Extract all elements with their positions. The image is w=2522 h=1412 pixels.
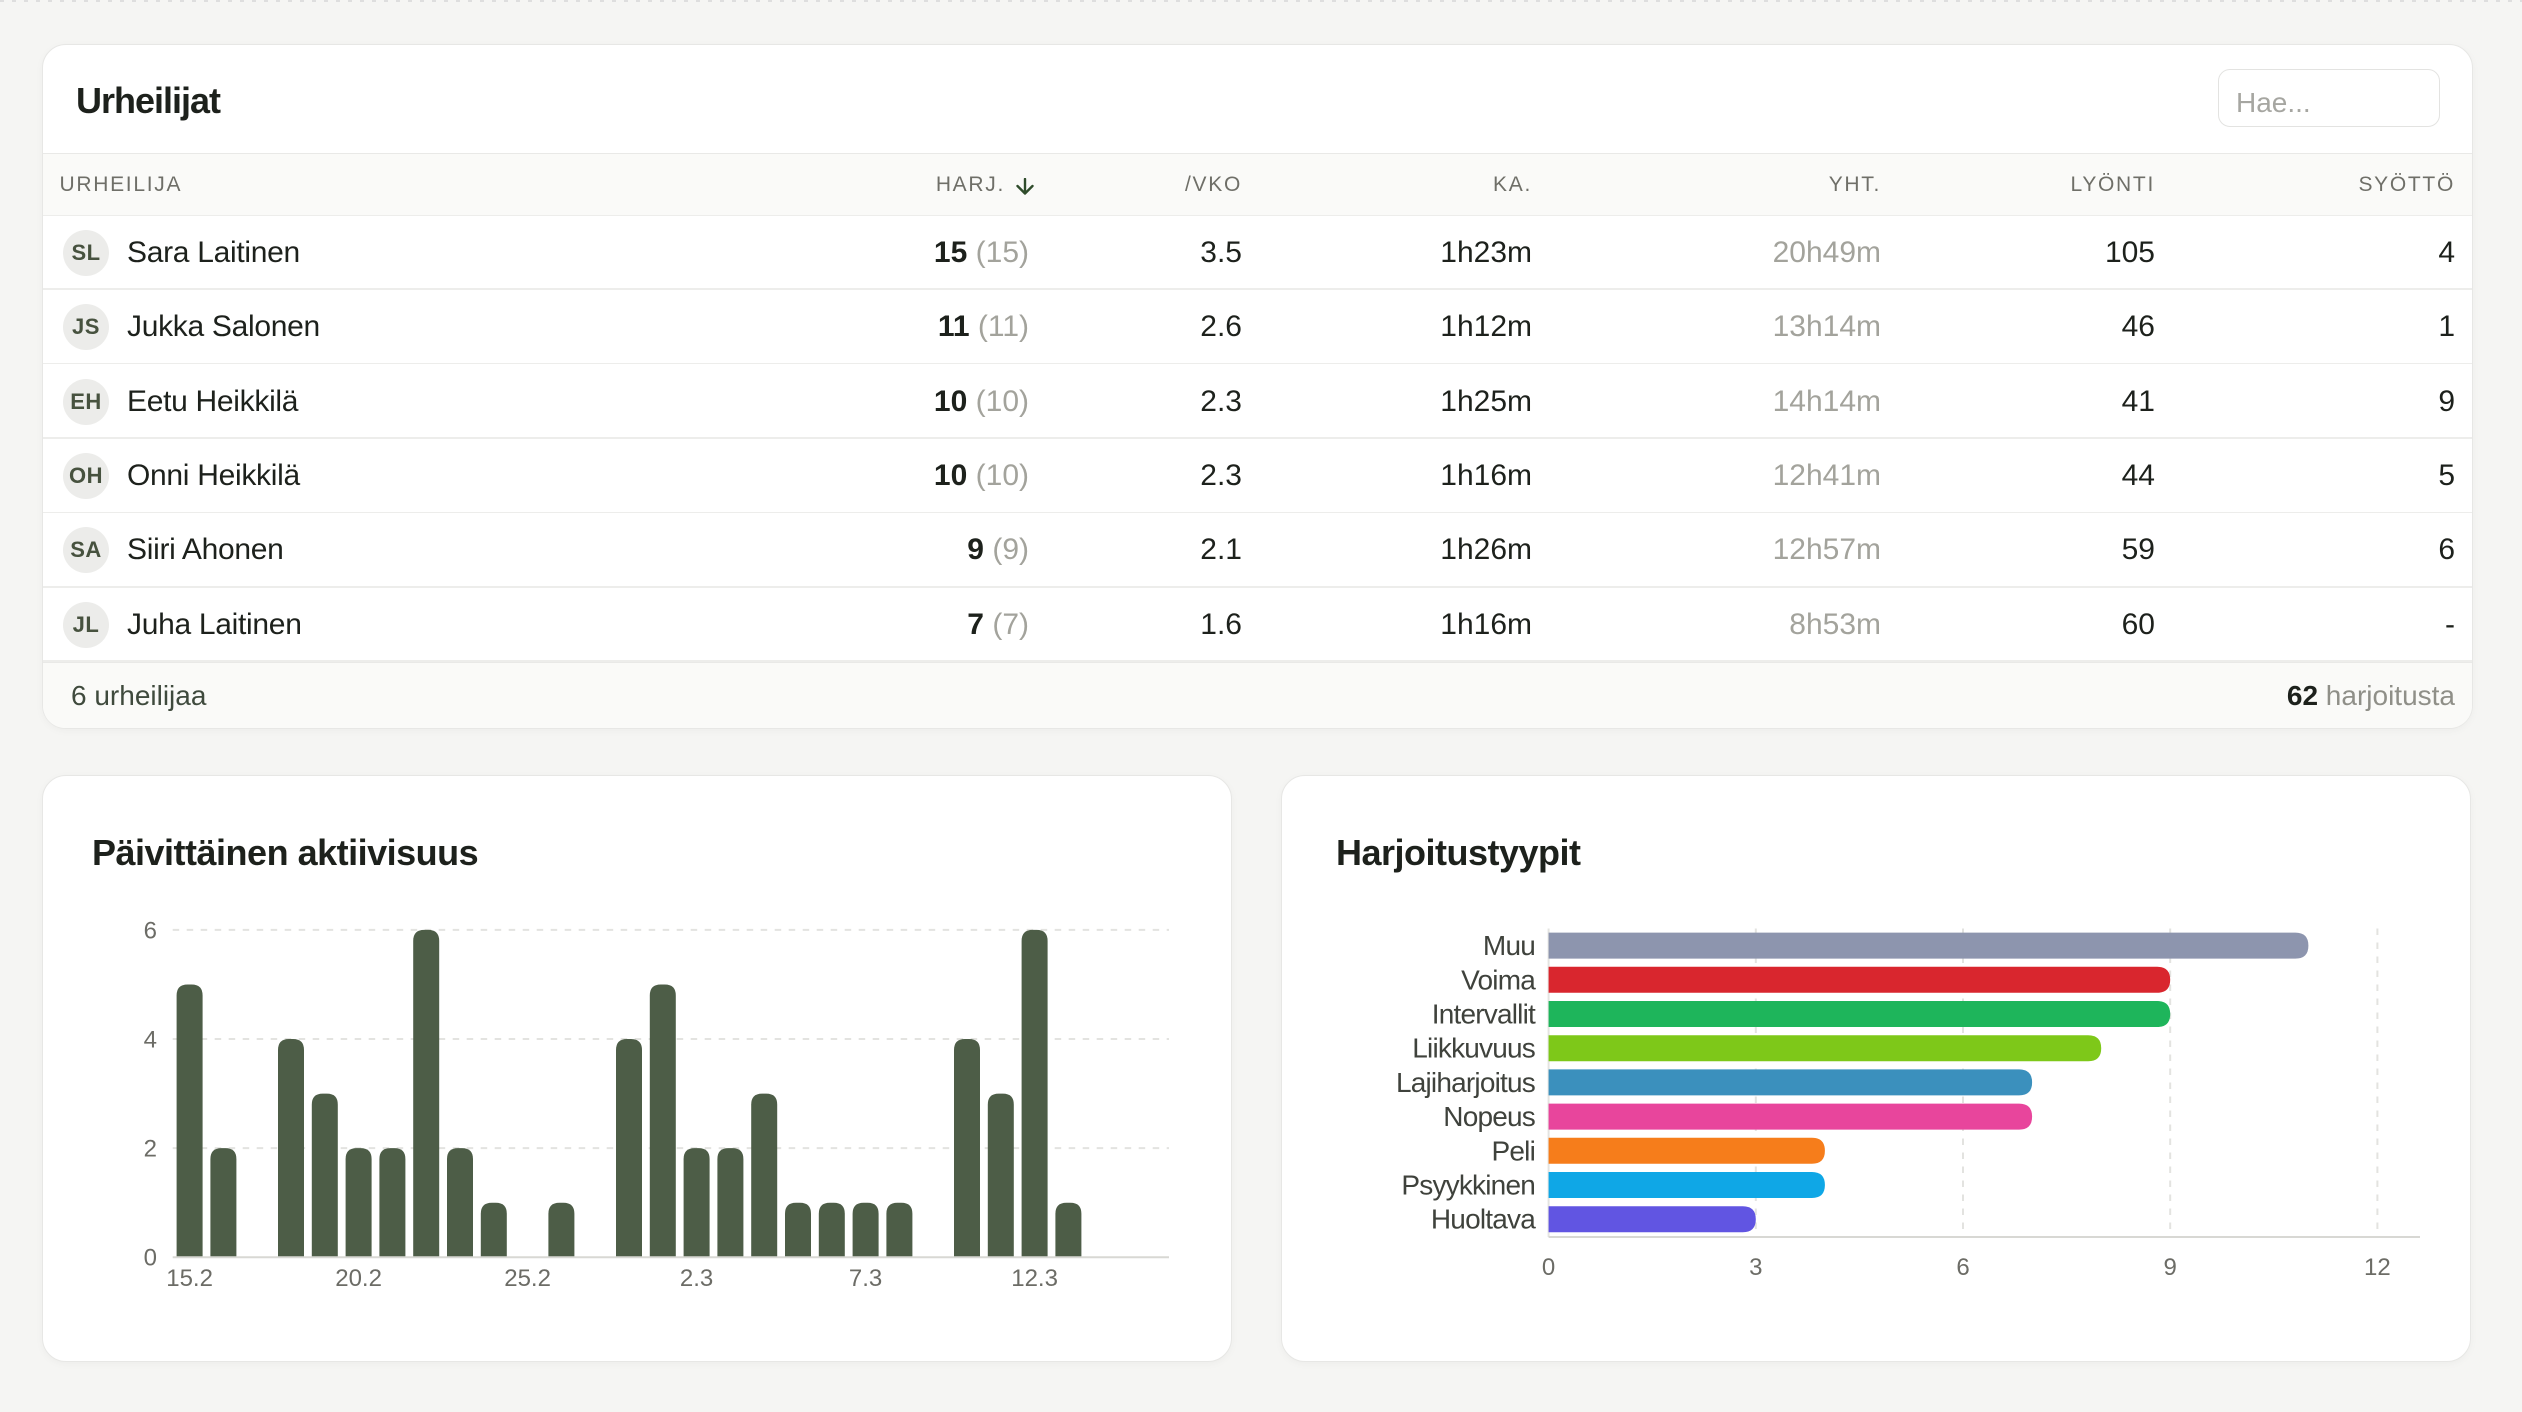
svg-text:Liikkuvuus: Liikkuvuus: [1412, 1033, 1535, 1064]
svg-text:6: 6: [1956, 1254, 1969, 1281]
svg-text:Peli: Peli: [1492, 1135, 1536, 1166]
svg-text:15.2: 15.2: [166, 1265, 213, 1292]
svg-text:25.2: 25.2: [504, 1265, 551, 1292]
svg-text:0: 0: [144, 1245, 157, 1272]
svg-text:Huoltava: Huoltava: [1431, 1204, 1536, 1235]
svg-text:7.3: 7.3: [849, 1265, 882, 1292]
svg-text:0: 0: [1542, 1254, 1555, 1281]
svg-text:12.3: 12.3: [1011, 1265, 1058, 1292]
svg-text:Voima: Voima: [1461, 964, 1536, 995]
svg-text:12: 12: [2364, 1254, 2391, 1281]
svg-text:2.3: 2.3: [680, 1265, 713, 1292]
svg-text:9: 9: [2164, 1254, 2177, 1281]
svg-text:Nopeus: Nopeus: [1443, 1101, 1535, 1132]
svg-text:20.2: 20.2: [335, 1265, 382, 1292]
svg-text:4: 4: [144, 1027, 157, 1054]
svg-text:Lajiharjoitus: Lajiharjoitus: [1396, 1067, 1535, 1098]
svg-text:Muu: Muu: [1483, 930, 1535, 961]
svg-text:6: 6: [144, 917, 157, 944]
svg-text:2: 2: [144, 1136, 157, 1163]
svg-text:Intervallit: Intervallit: [1432, 999, 1536, 1030]
svg-text:Psyykkinen: Psyykkinen: [1401, 1170, 1535, 1201]
svg-text:3: 3: [1749, 1254, 1762, 1281]
